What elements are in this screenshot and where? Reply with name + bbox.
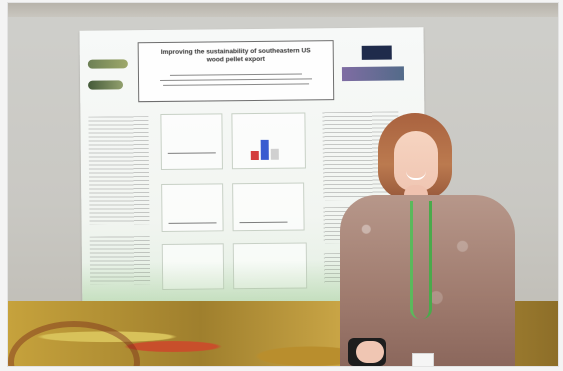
- chart-bar-red: [250, 150, 259, 161]
- green-lanyard: [410, 201, 432, 319]
- poster-title: Improving the sustainability of southeas…: [144, 47, 328, 65]
- chart-line-3: [168, 194, 217, 224]
- poster-logo-right-bottom: [341, 66, 405, 82]
- poster-chart-2: [231, 112, 306, 170]
- poster-chart-3: [161, 183, 224, 232]
- patterned-top: [340, 195, 515, 366]
- poster-title-box: Improving the sustainability of southeas…: [137, 40, 335, 103]
- smile: [406, 171, 426, 180]
- scene: Improving the sustainability of southeas…: [8, 3, 558, 366]
- chart-bar-blue: [260, 139, 269, 160]
- face: [394, 131, 438, 191]
- poster-title-line-1: Improving the sustainability of southeas…: [160, 47, 311, 56]
- poster-logo-right-top: [361, 45, 392, 60]
- poster-left-column-text: [88, 116, 150, 225]
- poster-title-line-2: wood pellet export: [206, 55, 265, 64]
- poster-logo-left-bottom: [88, 80, 124, 90]
- name-badge: [412, 353, 434, 366]
- chart-line-4: [239, 193, 288, 224]
- photo-frame: Improving the sustainability of southeas…: [8, 3, 558, 366]
- ceiling-strip: [8, 3, 558, 17]
- poster-logo-left-top: [87, 59, 128, 69]
- woman: [330, 113, 515, 366]
- poster-chart-4: [232, 182, 305, 232]
- poster-author-lines: [159, 69, 313, 95]
- chart-bar-grey: [270, 148, 279, 160]
- hand: [356, 341, 384, 363]
- poster-chart-1: [160, 113, 223, 170]
- chart-line-1: [167, 124, 216, 154]
